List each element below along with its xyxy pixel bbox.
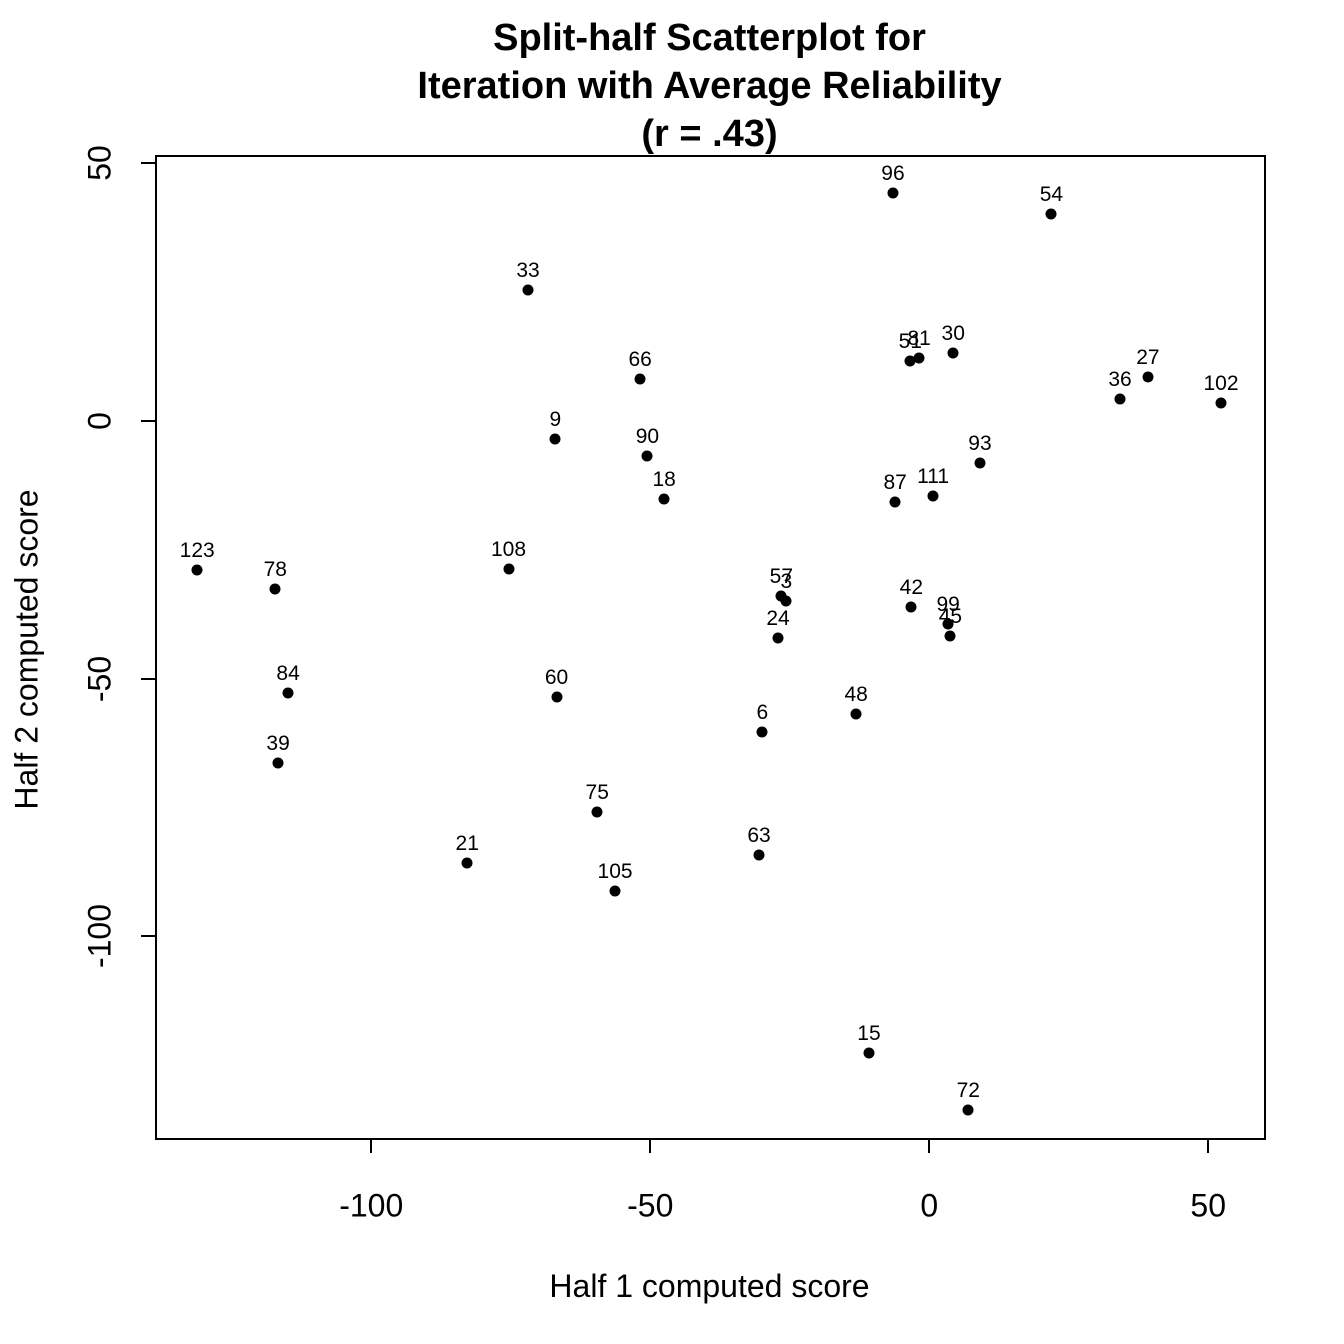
data-point [658,493,670,505]
x-axis-tick-label: 0 [920,1187,939,1224]
data-point [756,726,768,738]
data-point-label: 33 [516,258,540,282]
data-point-label: 51 [898,330,922,354]
data-point [461,857,473,869]
data-point [522,284,534,296]
data-point [772,632,784,644]
x-axis-title: Half 1 computed score [549,1268,870,1304]
y-axis-tick [141,419,155,422]
data-point [974,457,986,469]
data-point-label: 57 [769,565,794,589]
data-point-label: 3 [780,569,793,593]
data-point [863,1047,875,1059]
data-point [1045,208,1057,220]
data-point [591,806,603,818]
data-point [927,490,939,502]
data-point-label: 36 [1108,367,1132,391]
y-axis-tick-label: 0 [81,412,118,430]
data-point [634,373,646,385]
data-point-label: 78 [263,557,287,581]
x-axis-tick [370,1139,373,1153]
data-point-label: 9 [549,407,562,431]
data-point-label: 45 [938,604,963,628]
plot-area [155,155,1266,1140]
data-point-label: 75 [585,781,609,805]
data-point [944,630,956,642]
data-point-label: 24 [766,606,790,630]
data-point [947,347,959,359]
x-axis-tick [928,1139,931,1153]
chart-title: Split-half Scatterplot for Iteration wit… [155,14,1264,158]
data-point-label: 72 [956,1079,980,1103]
y-axis-tick [141,162,155,165]
data-point-label: 42 [899,576,924,600]
data-point-label: 60 [544,666,569,690]
data-point [1215,397,1227,409]
data-point [889,496,901,508]
data-point-label: 81 [907,327,931,351]
data-point-label: 96 [881,162,905,186]
data-point [1142,371,1154,383]
data-point-label: 15 [857,1021,881,1045]
y-axis-tick [141,677,155,680]
data-point-label: 108 [490,537,527,561]
data-point-label: 39 [266,732,290,756]
data-point-label: 6 [756,701,769,725]
data-point-label: 102 [1203,371,1239,395]
chart-title-line1: Split-half Scatterplot for [493,17,926,59]
data-point-label: 63 [747,823,771,847]
data-point [962,1104,974,1116]
data-point-label: 99 [936,593,960,617]
data-point [503,563,515,575]
data-point [887,187,899,199]
data-point-label: 54 [1039,182,1064,206]
data-point-label: 27 [1136,346,1160,370]
data-point-label: 18 [652,467,676,491]
data-point [913,352,925,364]
data-point [942,618,954,630]
data-point [753,849,765,861]
x-axis-tick-label: -50 [627,1187,674,1224]
data-point [282,687,294,699]
data-point [269,583,281,595]
data-point-label: 93 [968,432,992,456]
data-point [904,355,916,367]
data-point-label: 30 [941,321,965,345]
data-point [549,433,561,445]
data-point [780,595,792,607]
data-point [191,564,203,576]
data-point-label: 66 [628,347,652,371]
data-point [905,601,917,613]
data-point-label: 21 [455,832,479,856]
data-point [272,757,284,769]
data-point [641,450,653,462]
y-axis-tick-label: -100 [81,904,118,969]
chart-title-line2: Iteration with Average Reliability [417,65,1002,107]
data-point [1114,393,1126,405]
x-axis-tick-label: 50 [1190,1187,1226,1224]
data-point-label: 111 [917,465,950,489]
chart-title-line3: (r = .43) [641,113,778,155]
data-point-label: 123 [179,538,215,562]
x-axis-tick-label: -100 [339,1187,404,1224]
data-point-label: 84 [276,662,300,686]
data-point-label: 105 [597,860,633,884]
y-axis-tick-label: -50 [81,655,118,702]
data-point-label: 48 [844,683,868,707]
data-point [551,691,562,703]
y-axis-tick [141,935,155,938]
x-axis-tick [649,1139,652,1153]
y-axis-title: Half 2 computed score [8,489,45,810]
data-point-label: 87 [883,470,907,494]
data-point [850,708,862,720]
y-axis-tick-label: 50 [81,145,118,181]
data-point-label: 90 [635,424,660,448]
data-point [609,885,621,897]
x-axis-tick [1207,1139,1210,1153]
